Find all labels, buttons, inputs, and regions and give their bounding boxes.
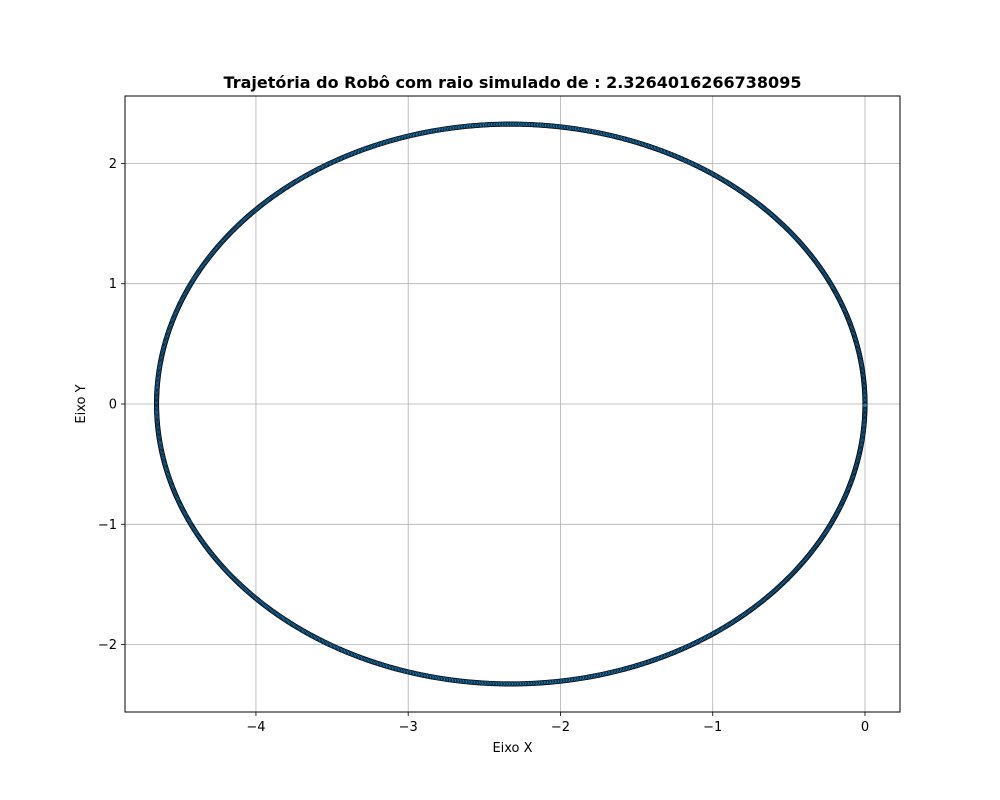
y-tick-label: 1 <box>109 277 117 292</box>
trajectory-point <box>862 402 868 408</box>
y-axis-label: Eixo Y <box>74 384 89 423</box>
trajectory-series <box>153 121 868 687</box>
x-tick-label: −3 <box>399 720 418 735</box>
y-tick-label: 0 <box>109 398 117 413</box>
x-tick-label: 0 <box>861 720 869 735</box>
chart-title: Trajetória do Robô com raio simulado de … <box>224 73 802 92</box>
x-axis-label: Eixo X <box>492 741 532 756</box>
y-tick-label: −1 <box>98 518 117 533</box>
x-tick-label: −2 <box>551 720 570 735</box>
y-tick-label: 2 <box>109 157 117 172</box>
y-tick-label: −2 <box>98 638 117 653</box>
axis-ticks: −4 −3 −2 −1 0 −2 −1 0 1 2 <box>98 157 869 735</box>
x-tick-label: −1 <box>703 720 722 735</box>
x-tick-label: −4 <box>246 720 265 735</box>
